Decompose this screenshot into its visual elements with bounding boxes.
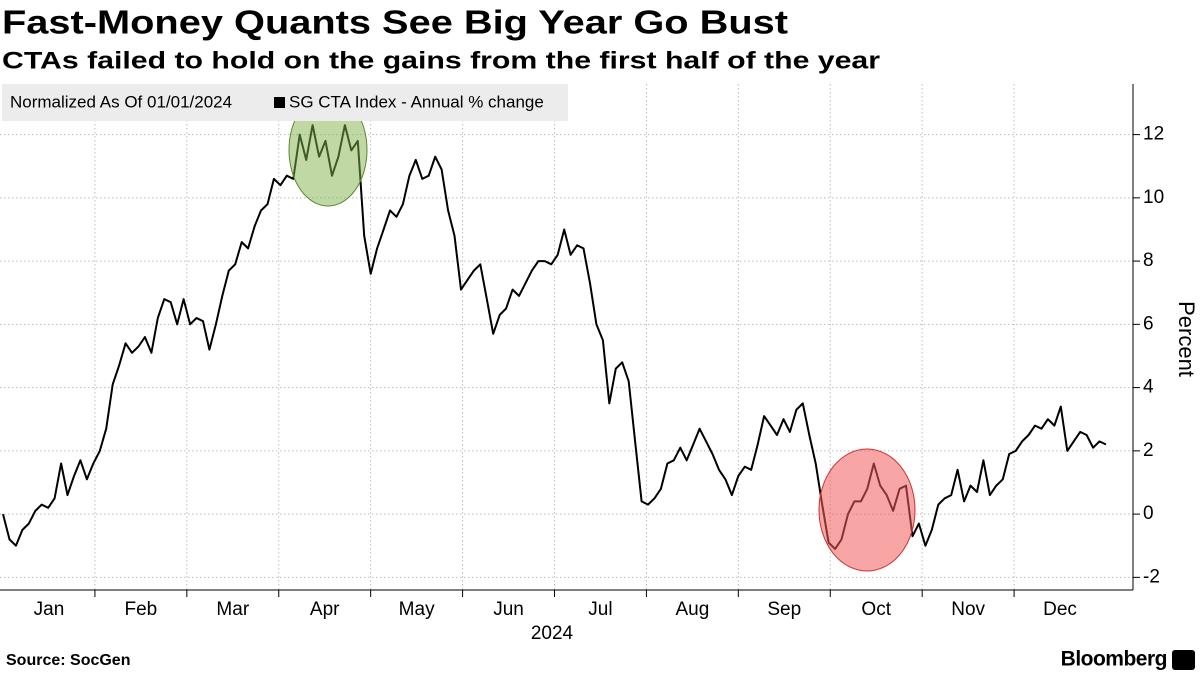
- y-tick-label: 10: [1143, 187, 1164, 208]
- highlight-circle: [818, 448, 916, 572]
- x-tick-label: Nov: [951, 599, 985, 620]
- legend-label: SG CTA Index - Annual % change: [289, 92, 544, 111]
- x-tick-label: Feb: [125, 599, 158, 620]
- brand: Bloomberg: [1061, 648, 1167, 671]
- x-tick-label: Jun: [493, 599, 524, 620]
- x-tick-label: Aug: [675, 599, 709, 620]
- source: Source: SocGen: [6, 652, 130, 669]
- x-tick-label: Jan: [34, 599, 65, 620]
- series-line: [2, 124, 1107, 550]
- chart-subtitle: CTAs failed to hold on the gains from th…: [2, 47, 880, 74]
- x-axis-year: 2024: [531, 623, 574, 644]
- brand-icon: [1172, 650, 1195, 670]
- y-tick-label: 8: [1143, 250, 1154, 271]
- x-tick-label: Mar: [216, 599, 249, 620]
- x-tick-label: Apr: [310, 599, 340, 620]
- x-tick-label: Dec: [1043, 599, 1077, 620]
- y-tick-label: 2: [1143, 440, 1154, 461]
- x-tick-label: Sep: [767, 599, 801, 620]
- y-tick-label: 0: [1143, 503, 1154, 524]
- y-tick-label: 12: [1143, 124, 1164, 145]
- chart-title: Fast-Money Quants See Big Year Go Bust: [2, 4, 788, 41]
- plot-area: -2 0 2 4 6 8 10 12 Jan Feb Mar Apr May Jun Jul Aug Sep Oc…: [0, 84, 1164, 620]
- y-tick-label: -2: [1143, 566, 1160, 587]
- legend-swatch: [274, 97, 285, 108]
- y-tick-label: 4: [1143, 377, 1154, 398]
- x-tick-label: Jul: [588, 599, 612, 620]
- x-tick-label: Oct: [861, 599, 891, 620]
- x-tick-label: May: [399, 599, 435, 620]
- y-tick-label: 6: [1143, 313, 1154, 334]
- y-axis-label: Percent: [1174, 301, 1199, 377]
- legend-note: Normalized As Of 01/01/2024: [10, 92, 232, 111]
